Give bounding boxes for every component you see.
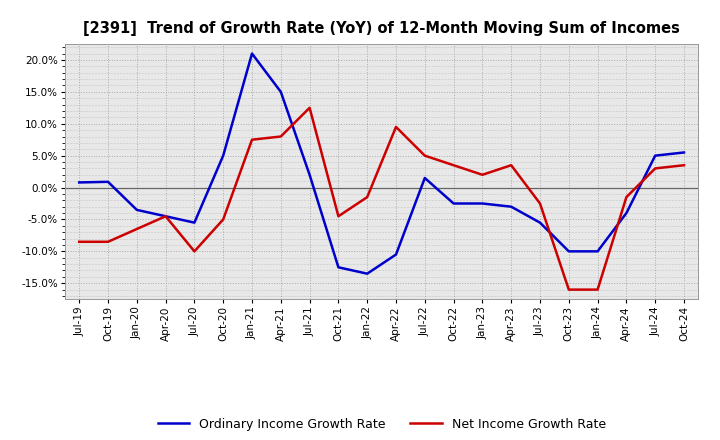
Ordinary Income Growth Rate [449,201,458,206]
Net Income Growth Rate [104,239,112,245]
Net Income Growth Rate [248,137,256,142]
Net Income Growth Rate [622,194,631,200]
Net Income Growth Rate [651,166,660,171]
Net Income Growth Rate [507,162,516,168]
Ordinary Income Growth Rate [276,89,285,95]
Net Income Growth Rate [680,162,688,168]
Ordinary Income Growth Rate [536,220,544,225]
Ordinary Income Growth Rate [363,271,372,276]
Net Income Growth Rate [219,217,228,222]
Net Income Growth Rate [392,124,400,129]
Net Income Growth Rate [305,105,314,110]
Line: Ordinary Income Growth Rate: Ordinary Income Growth Rate [79,54,684,274]
Ordinary Income Growth Rate [478,201,487,206]
Ordinary Income Growth Rate [593,249,602,254]
Net Income Growth Rate [161,214,170,219]
Ordinary Income Growth Rate [161,214,170,219]
Ordinary Income Growth Rate [564,249,573,254]
Ordinary Income Growth Rate [190,220,199,225]
Ordinary Income Growth Rate [622,210,631,216]
Ordinary Income Growth Rate [334,265,343,270]
Net Income Growth Rate [593,287,602,292]
Ordinary Income Growth Rate [305,172,314,177]
Ordinary Income Growth Rate [75,180,84,185]
Ordinary Income Growth Rate [420,175,429,180]
Title: [2391]  Trend of Growth Rate (YoY) of 12-Month Moving Sum of Incomes: [2391] Trend of Growth Rate (YoY) of 12-… [84,21,680,36]
Net Income Growth Rate [334,214,343,219]
Net Income Growth Rate [132,226,141,231]
Net Income Growth Rate [536,201,544,206]
Ordinary Income Growth Rate [507,204,516,209]
Net Income Growth Rate [190,249,199,254]
Line: Net Income Growth Rate: Net Income Growth Rate [79,108,684,290]
Net Income Growth Rate [478,172,487,177]
Net Income Growth Rate [363,194,372,200]
Ordinary Income Growth Rate [680,150,688,155]
Net Income Growth Rate [449,162,458,168]
Ordinary Income Growth Rate [651,153,660,158]
Ordinary Income Growth Rate [248,51,256,56]
Net Income Growth Rate [276,134,285,139]
Ordinary Income Growth Rate [132,207,141,213]
Net Income Growth Rate [564,287,573,292]
Ordinary Income Growth Rate [392,252,400,257]
Legend: Ordinary Income Growth Rate, Net Income Growth Rate: Ordinary Income Growth Rate, Net Income … [153,413,611,436]
Net Income Growth Rate [420,153,429,158]
Ordinary Income Growth Rate [219,153,228,158]
Ordinary Income Growth Rate [104,179,112,184]
Net Income Growth Rate [75,239,84,245]
